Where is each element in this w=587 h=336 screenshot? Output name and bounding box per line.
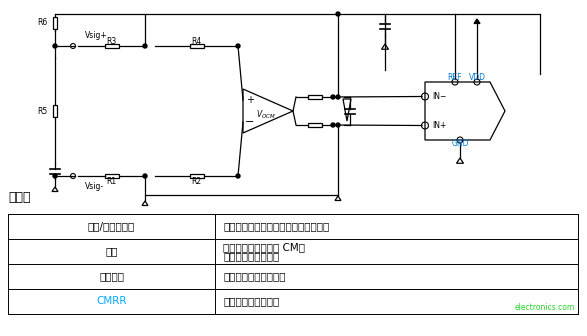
Text: IN−: IN−	[432, 92, 446, 101]
Circle shape	[143, 174, 147, 178]
Text: R4: R4	[191, 37, 201, 45]
Text: 裕量/单电源供电: 裕量/单电源供电	[88, 221, 135, 232]
Circle shape	[336, 123, 340, 127]
Text: 取决于所用的输入电阻: 取决于所用的输入电阻	[223, 271, 285, 282]
Circle shape	[336, 95, 340, 99]
Bar	[190, 174, 204, 178]
Text: R1: R1	[106, 176, 117, 185]
Text: +: +	[246, 95, 254, 105]
Circle shape	[336, 12, 340, 16]
Text: Vsig-: Vsig-	[85, 182, 104, 191]
Circle shape	[331, 123, 335, 127]
Bar	[308, 95, 322, 99]
Circle shape	[236, 174, 240, 178]
Text: R2: R2	[191, 176, 201, 185]
Text: $V_{OCM}$: $V_{OCM}$	[256, 109, 276, 121]
Text: REF: REF	[448, 74, 462, 83]
Text: Vsig+: Vsig+	[85, 31, 108, 40]
Text: CMRR: CMRR	[96, 296, 127, 306]
Text: 输入阻抗: 输入阻抗	[99, 271, 124, 282]
Text: 允许衰减增益和可变 CM。: 允许衰减增益和可变 CM。	[223, 242, 305, 252]
Text: IN+: IN+	[432, 121, 446, 130]
Circle shape	[53, 44, 57, 48]
Text: −: −	[245, 117, 255, 127]
Text: 轻松设置输出共模。: 轻松设置输出共模。	[223, 251, 279, 261]
Circle shape	[53, 174, 57, 178]
Bar	[53, 105, 57, 117]
Text: R5: R5	[37, 107, 47, 116]
Text: R3: R3	[106, 37, 117, 45]
Circle shape	[236, 44, 240, 48]
Text: 增益: 增益	[105, 247, 118, 256]
Text: R6: R6	[37, 18, 47, 27]
Bar	[190, 44, 204, 48]
Text: 利与弊: 利与弊	[8, 191, 31, 204]
Circle shape	[143, 44, 147, 48]
Bar	[53, 16, 57, 29]
Bar	[104, 44, 119, 48]
Text: 适合单电源供电，因为采用反相配置。: 适合单电源供电，因为采用反相配置。	[223, 221, 329, 232]
Text: GND: GND	[451, 139, 469, 149]
Polygon shape	[474, 19, 480, 24]
Circle shape	[331, 95, 335, 99]
Text: VDD: VDD	[468, 74, 485, 83]
Bar	[308, 123, 322, 127]
Bar	[104, 174, 119, 178]
Text: electronics.com: electronics.com	[515, 303, 575, 312]
Text: 良好的共模抑制性能: 良好的共模抑制性能	[223, 296, 279, 306]
